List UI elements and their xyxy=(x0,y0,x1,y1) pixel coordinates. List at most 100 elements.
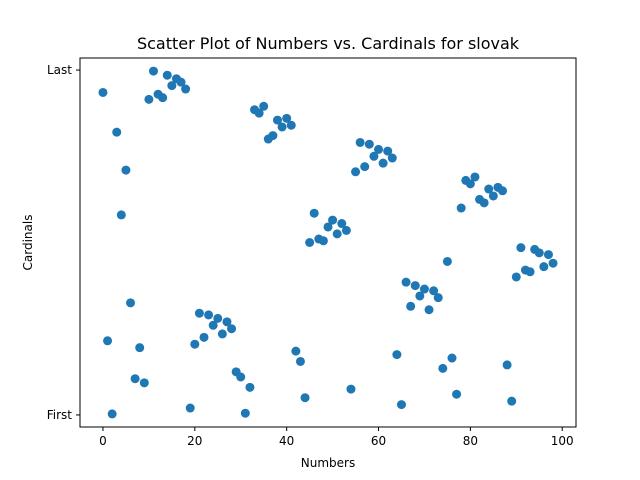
data-point xyxy=(305,238,315,247)
data-point xyxy=(116,210,126,220)
x-tick-label: 40 xyxy=(279,434,294,448)
data-point xyxy=(236,372,246,382)
data-point xyxy=(176,77,186,87)
data-point xyxy=(484,184,494,194)
x-tick-label: 80 xyxy=(463,434,478,448)
data-points xyxy=(98,66,558,419)
data-point xyxy=(424,305,434,315)
data-point xyxy=(213,313,223,323)
data-point xyxy=(318,236,328,246)
data-point xyxy=(217,329,227,339)
data-point xyxy=(144,94,154,104)
chart-title: Scatter Plot of Numbers vs. Cardinals fo… xyxy=(137,34,520,53)
data-point xyxy=(185,403,195,413)
y-tick-label: First xyxy=(47,408,73,422)
data-point xyxy=(419,284,429,294)
data-point xyxy=(396,400,406,410)
data-point xyxy=(511,272,521,282)
data-point xyxy=(387,153,397,163)
data-point xyxy=(470,172,480,182)
data-point xyxy=(332,229,342,239)
data-point xyxy=(447,353,457,363)
data-point xyxy=(277,122,287,132)
data-point xyxy=(240,408,250,418)
data-point xyxy=(112,127,122,137)
data-point xyxy=(162,70,172,80)
data-point xyxy=(337,219,347,229)
data-point xyxy=(286,120,296,130)
data-point xyxy=(158,93,168,103)
data-point xyxy=(190,339,200,349)
data-point xyxy=(268,131,278,141)
data-point xyxy=(410,281,420,291)
data-point xyxy=(254,108,264,118)
y-axis-label: Cardinals xyxy=(21,215,35,271)
data-point xyxy=(259,101,269,111)
data-point xyxy=(328,215,338,225)
data-point xyxy=(204,310,214,320)
data-point xyxy=(148,66,158,76)
data-point xyxy=(323,222,333,232)
data-point xyxy=(135,343,145,353)
x-axis-label: Numbers xyxy=(301,456,355,470)
data-point xyxy=(167,81,177,91)
data-point xyxy=(121,165,131,175)
plot-frame xyxy=(79,57,577,428)
data-point xyxy=(107,409,117,419)
data-point xyxy=(272,115,282,125)
data-point xyxy=(346,384,356,394)
data-point xyxy=(438,363,448,373)
data-point xyxy=(415,291,425,301)
y-tick-label: Last xyxy=(47,63,72,77)
data-point xyxy=(465,179,475,189)
data-point xyxy=(525,267,535,277)
data-point xyxy=(355,137,365,147)
data-point xyxy=(452,389,462,399)
data-point xyxy=(488,191,498,201)
data-point xyxy=(103,336,113,346)
data-point xyxy=(406,301,416,311)
x-tick-label: 60 xyxy=(371,434,386,448)
data-point xyxy=(516,243,526,253)
data-point xyxy=(300,393,310,403)
data-point xyxy=(291,346,301,356)
data-point xyxy=(442,256,452,266)
data-point xyxy=(222,317,232,327)
data-point xyxy=(351,167,361,177)
x-tick-label: 20 xyxy=(187,434,202,448)
data-point xyxy=(429,286,439,296)
data-point xyxy=(502,360,512,370)
data-point xyxy=(98,87,108,97)
data-point xyxy=(130,374,140,384)
data-point xyxy=(383,146,393,156)
data-point xyxy=(433,293,443,303)
data-point xyxy=(498,186,508,196)
data-point xyxy=(295,356,305,366)
data-point xyxy=(534,248,544,258)
data-point xyxy=(456,203,466,213)
data-point xyxy=(369,151,379,161)
data-point xyxy=(199,332,209,342)
x-tick-label: 100 xyxy=(551,434,574,448)
x-tick-label: 0 xyxy=(99,434,107,448)
data-point xyxy=(543,250,553,260)
data-point xyxy=(208,320,218,330)
data-point xyxy=(126,298,136,308)
data-point xyxy=(282,113,292,123)
y-axis-ticks: First Last xyxy=(47,63,80,422)
data-point xyxy=(401,277,411,287)
data-point xyxy=(378,158,388,168)
data-point xyxy=(341,225,351,235)
data-point xyxy=(479,198,489,208)
data-point xyxy=(181,84,191,94)
data-point xyxy=(374,144,384,154)
data-point xyxy=(548,258,558,268)
data-point xyxy=(507,396,517,406)
data-point xyxy=(364,139,374,149)
data-point xyxy=(360,162,370,172)
data-point xyxy=(227,324,237,334)
data-point xyxy=(139,378,149,388)
x-axis-ticks: 0 20 40 60 80 100 xyxy=(99,427,574,448)
data-point xyxy=(309,208,319,218)
